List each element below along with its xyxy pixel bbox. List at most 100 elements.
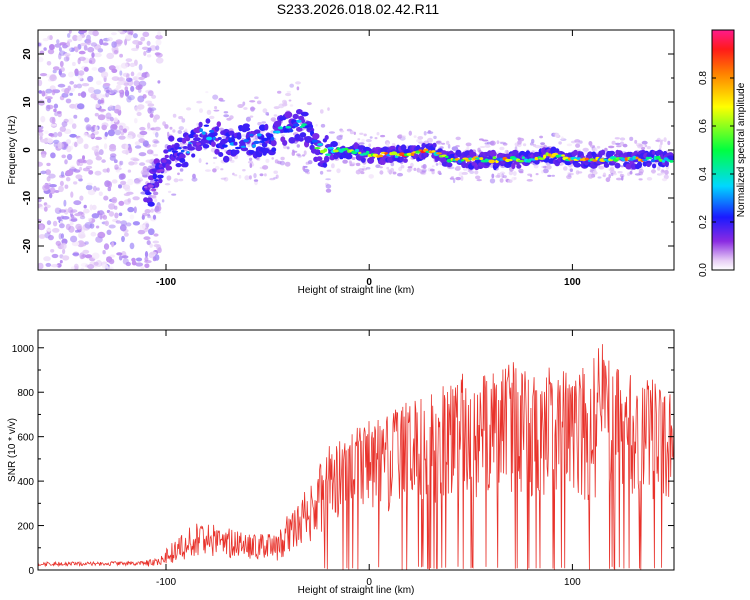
heatmap-speckle — [484, 144, 491, 148]
heatmap-cell — [635, 156, 639, 160]
heatmap-cell — [240, 145, 247, 148]
spectrogram-x-tick-label: 0 — [366, 277, 372, 288]
heatmap-speckle — [89, 204, 93, 211]
heatmap-speckle — [455, 136, 461, 141]
heatmap-speckle — [357, 138, 361, 141]
heatmap-speckle — [522, 143, 527, 147]
heatmap-cell — [298, 137, 304, 142]
heatmap-speckle — [100, 99, 104, 104]
heatmap-speckle — [514, 146, 518, 151]
heatmap-speckle — [137, 84, 143, 90]
heatmap-cell — [261, 137, 268, 142]
heatmap-speckle — [605, 177, 611, 183]
heatmap-speckle — [94, 125, 98, 133]
heatmap-speckle — [475, 175, 481, 180]
heatmap-speckle — [575, 170, 580, 175]
heatmap-speckle — [45, 74, 52, 78]
heatmap-speckle — [167, 131, 170, 137]
heatmap-speckle — [119, 70, 123, 76]
heatmap-cell — [175, 163, 182, 168]
heatmap-speckle — [285, 92, 292, 97]
heatmap-speckle — [83, 132, 88, 137]
heatmap-speckle — [455, 176, 462, 181]
heatmap-speckle — [117, 65, 122, 72]
heatmap-speckle — [49, 74, 57, 82]
heatmap-speckle — [365, 166, 371, 170]
heatmap-speckle — [514, 142, 520, 147]
heatmap-speckle — [70, 214, 75, 219]
heatmap-speckle — [53, 108, 57, 113]
heatmap-speckle — [40, 139, 48, 143]
heatmap-speckle — [198, 158, 202, 164]
heatmap-cell — [325, 153, 331, 156]
heatmap-speckle — [44, 184, 51, 189]
heatmap-speckle — [177, 172, 180, 176]
heatmap-speckle — [109, 146, 117, 152]
heatmap-speckle — [73, 265, 79, 270]
heatmap-speckle — [121, 251, 127, 258]
heatmap-speckle — [57, 131, 63, 137]
heatmap-speckle — [79, 77, 84, 82]
heatmap-speckle — [155, 211, 162, 214]
heatmap-speckle — [560, 138, 567, 142]
heatmap-speckle — [117, 30, 123, 33]
heatmap-speckle — [233, 174, 238, 177]
heatmap-speckle — [94, 52, 102, 58]
heatmap-speckle — [177, 130, 183, 134]
heatmap-speckle — [619, 137, 626, 141]
heatmap-speckle — [152, 191, 159, 196]
heatmap-speckle — [125, 34, 133, 40]
heatmap-speckle — [496, 172, 501, 178]
snr-x-tick-label: 0 — [366, 577, 372, 588]
heatmap-speckle — [320, 109, 324, 114]
heatmap-speckle — [135, 44, 140, 49]
heatmap-speckle — [406, 168, 412, 173]
heatmap-speckle — [94, 149, 99, 156]
heatmap-speckle — [596, 145, 601, 149]
heatmap-speckle — [127, 178, 134, 186]
heatmap-speckle — [416, 138, 422, 143]
heatmap-cell — [170, 147, 174, 151]
heatmap-speckle — [273, 176, 277, 180]
heatmap-speckle — [293, 150, 298, 153]
heatmap-speckle — [38, 129, 44, 133]
heatmap-speckle — [121, 143, 129, 150]
heatmap-speckle — [134, 106, 142, 112]
heatmap-speckle — [145, 159, 152, 163]
heatmap-speckle — [619, 174, 625, 178]
heatmap-speckle — [103, 37, 110, 42]
heatmap-speckle — [449, 177, 454, 180]
heatmap-speckle — [519, 171, 524, 174]
heatmap-speckle — [325, 184, 332, 189]
snr-y-label: SNR (10 * v/v) — [7, 418, 18, 482]
heatmap-speckle — [42, 38, 49, 42]
heatmap-speckle — [489, 178, 496, 184]
heatmap-speckle — [125, 143, 129, 151]
heatmap-cell — [645, 156, 650, 160]
heatmap-speckle — [256, 156, 261, 161]
heatmap-speckle — [407, 166, 413, 169]
heatmap-cell — [163, 149, 169, 154]
heatmap-speckle — [141, 72, 149, 79]
heatmap-speckle — [181, 118, 186, 123]
heatmap-speckle — [400, 165, 405, 169]
heatmap-speckle — [75, 229, 80, 233]
heatmap-speckle — [140, 169, 149, 176]
heatmap-speckle — [95, 260, 103, 267]
heatmap-speckle — [123, 125, 130, 132]
heatmap-speckle — [70, 266, 75, 270]
heatmap-speckle — [79, 195, 84, 201]
heatmap-speckle — [77, 158, 86, 163]
heatmap-speckle — [254, 96, 259, 99]
heatmap-speckle — [339, 128, 343, 132]
heatmap-speckle — [126, 191, 134, 195]
heatmap-speckle — [110, 153, 117, 158]
heatmap-speckle — [97, 231, 106, 239]
heatmap-speckle — [469, 170, 475, 174]
heatmap-speckle — [132, 40, 140, 45]
heatmap-speckle — [142, 174, 149, 178]
heatmap-cell — [271, 147, 277, 153]
heatmap-cell — [265, 140, 270, 144]
heatmap-speckle — [518, 170, 523, 174]
heatmap-cell — [275, 130, 281, 134]
